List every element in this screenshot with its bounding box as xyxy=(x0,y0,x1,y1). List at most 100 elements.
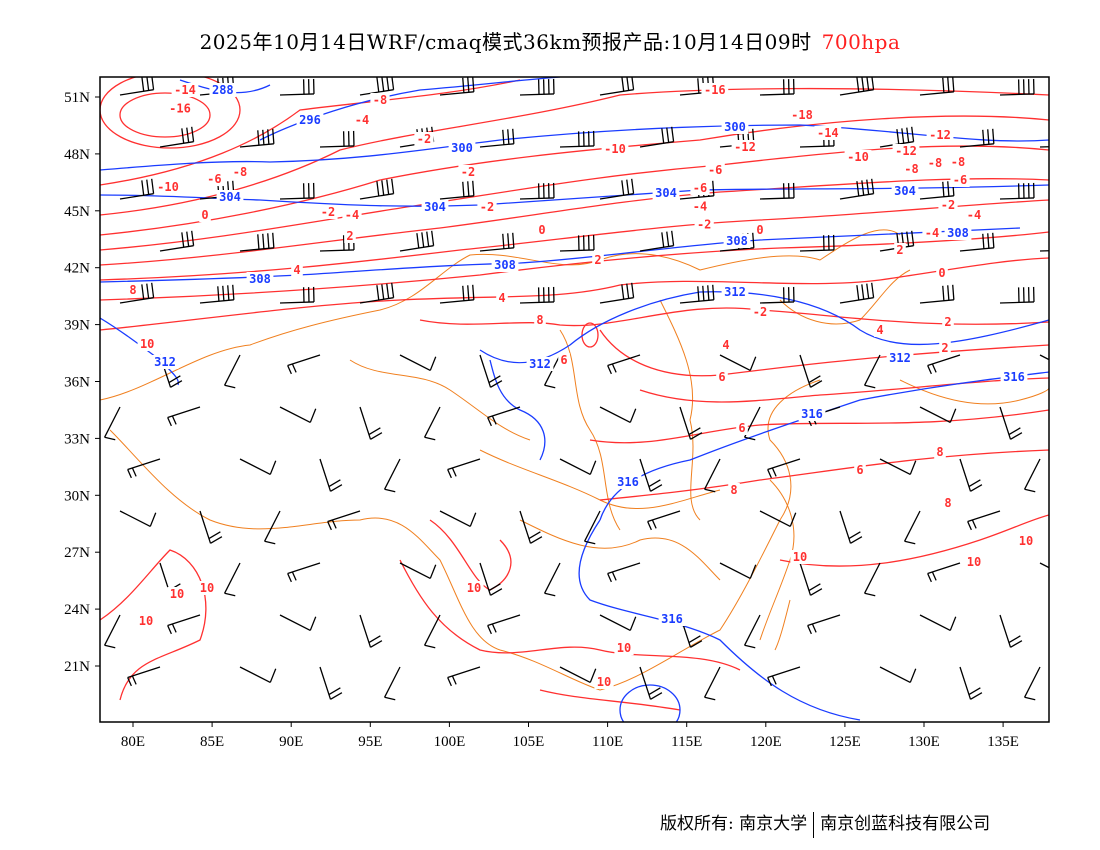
temperature-contour-label: 4 xyxy=(498,291,505,305)
pressure-level: 700hpa xyxy=(821,30,901,54)
temperature-contour-label: 8 xyxy=(129,283,136,297)
lon-tick-label: 115E xyxy=(671,734,702,750)
wind-barb xyxy=(647,510,681,531)
height-contour-label: 304 xyxy=(655,186,677,200)
wind-barb xyxy=(799,354,823,388)
wind-barb xyxy=(167,406,201,427)
wind-barb xyxy=(439,510,477,528)
temperature-contour-label: 0 xyxy=(538,223,545,237)
temperature-contour-label: 10 xyxy=(170,587,184,601)
lon-tick-label: 130E xyxy=(908,734,940,750)
temperature-contour-label: -6 xyxy=(693,181,707,195)
wind-barb xyxy=(639,666,663,700)
temperature-contour-label: 2 xyxy=(896,243,903,257)
wind-barb xyxy=(119,77,155,96)
lat-tick-label: 48N xyxy=(64,147,90,163)
copyright-footer: 版权所有: 南京大学 南京创蓝科技有限公司 xyxy=(660,809,990,838)
temperature-contour-label: -6 xyxy=(953,173,967,187)
height-contour-label: 304 xyxy=(894,184,916,198)
latitude-axis: 51N 48N 45N 42N 39N 36N 33N 30N 27N 24N 21N xyxy=(64,90,100,675)
temperature-contour-label: -4 xyxy=(967,208,981,222)
wind-barb xyxy=(319,458,343,492)
temperature-contour-label: -12 xyxy=(734,140,756,154)
wind-barb xyxy=(479,128,515,148)
temperature-contour-label: 6 xyxy=(856,463,863,477)
lat-tick-label: 51N xyxy=(64,90,90,106)
height-contour-label: 304 xyxy=(219,190,241,204)
temperature-contour-label: -10 xyxy=(157,180,179,194)
lon-tick-label: 100E xyxy=(434,734,466,750)
wind-barb xyxy=(799,234,835,252)
temperature-contour-label: -2 xyxy=(321,205,335,219)
wind-barb xyxy=(359,614,383,648)
wind-barb xyxy=(863,562,881,597)
lon-tick-label: 135E xyxy=(987,734,1019,750)
wind-barb xyxy=(759,510,797,528)
wind-barb xyxy=(103,406,121,441)
wind-barb xyxy=(279,406,317,424)
wind-barb xyxy=(399,354,437,372)
temperature-contour-label: -4 xyxy=(925,226,939,240)
temperature-contour-label: 4 xyxy=(722,338,729,352)
wind-barb xyxy=(159,230,195,252)
temperature-contour-label: 10 xyxy=(617,641,631,655)
wind-barb xyxy=(719,354,757,372)
wind-barb xyxy=(479,562,503,596)
wind-barb xyxy=(543,562,561,597)
height-contour-label: 316 xyxy=(801,407,823,421)
wind-barb xyxy=(103,614,121,649)
wind-barb xyxy=(959,666,983,700)
temperature-contour-label: -2 xyxy=(697,217,711,231)
temperature-contour-label: 2 xyxy=(944,315,951,329)
wind-barb xyxy=(359,282,395,304)
wind-barb xyxy=(439,77,475,96)
wind-barb xyxy=(487,614,521,635)
temperature-contour-label: -6 xyxy=(207,172,221,186)
lon-tick-label: 85E xyxy=(200,734,224,750)
wind-barb xyxy=(519,182,555,200)
temperature-contour-label: -2 xyxy=(480,200,494,214)
wind-barb xyxy=(607,562,641,583)
wind-barb xyxy=(839,510,863,544)
temperature-contour-label: 10 xyxy=(1019,534,1033,548)
title-text: 2025年10月14日WRF/cmaq模式36km预报产品:10月14日09时 xyxy=(199,30,812,54)
wind-barb xyxy=(239,666,277,684)
temperature-contour-label: 2 xyxy=(941,341,948,355)
wind-barb xyxy=(279,286,315,304)
temperature-contour-label: 10 xyxy=(467,581,481,595)
wind-barb xyxy=(919,284,955,304)
temperature-contour-label: 0 xyxy=(938,266,945,280)
lat-tick-label: 45N xyxy=(64,204,90,220)
height-contour-label: 308 xyxy=(494,258,516,272)
wind-barb xyxy=(919,77,955,96)
temperature-contour-label: -4 xyxy=(355,113,369,127)
wind-barb xyxy=(287,562,321,583)
wind-barb xyxy=(799,562,823,596)
wind-barb xyxy=(903,510,921,545)
wind-barb xyxy=(559,458,597,476)
temperature-contour-label: -8 xyxy=(233,165,247,179)
wind-barb xyxy=(767,458,801,479)
temperature-contour-label: 10 xyxy=(597,675,611,689)
wind-barb xyxy=(519,78,555,96)
height-contour-label: 316 xyxy=(1003,370,1025,384)
height-contour-label: 300 xyxy=(451,141,473,155)
lon-tick-label: 95E xyxy=(358,734,382,750)
wind-barb xyxy=(439,180,475,200)
wind-barb xyxy=(919,406,957,424)
wind-barb xyxy=(287,354,321,375)
wind-barb xyxy=(559,130,595,148)
lat-tick-label: 39N xyxy=(64,318,90,334)
wind-barb xyxy=(383,666,401,701)
wind-barb xyxy=(159,126,195,148)
wind-barb xyxy=(479,232,515,252)
temperature-contour-label: 6 xyxy=(560,353,567,367)
temperature-contour-label: 2 xyxy=(594,253,601,267)
wind-barb xyxy=(447,666,481,687)
wind-barb xyxy=(119,510,157,528)
wind-barb xyxy=(1039,354,1049,361)
wind-barb xyxy=(999,614,1023,648)
wind-barb xyxy=(1039,146,1049,148)
wind-barbs xyxy=(103,77,1049,701)
